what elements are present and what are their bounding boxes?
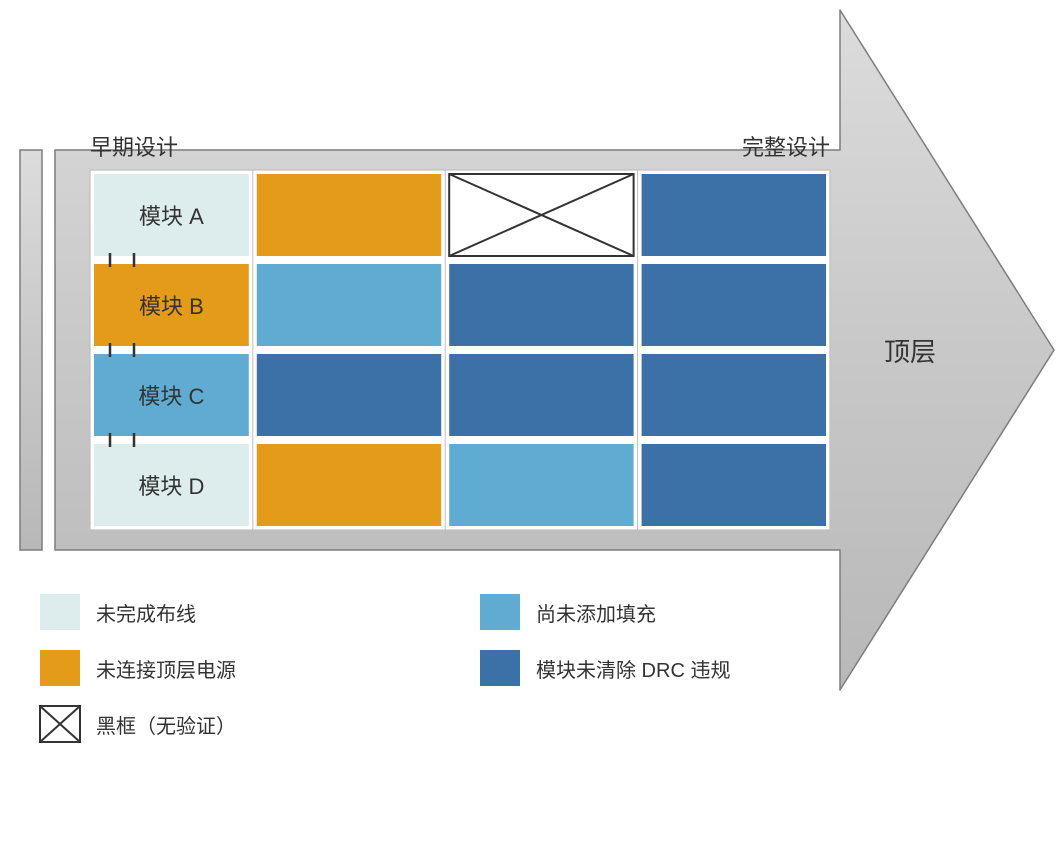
row-label-3: 模块 D: [94, 444, 249, 526]
legend-pale: 未完成布线: [96, 594, 196, 630]
legend-orange: 未连接顶层电源: [96, 650, 236, 686]
cell-r1-c2: [449, 264, 633, 346]
cell-r2-c1: [257, 354, 441, 436]
diagram-canvas: 模块 A模块 B模块 C模块 D 早期设计 完整设计顶层未完成布线未连接顶层电源黑框…: [0, 0, 1064, 846]
cell-r0-c1: [257, 174, 441, 256]
cell-r3-c2: [449, 444, 633, 526]
row-label-1: 模块 B: [94, 264, 249, 346]
row-label-0: 模块 A: [94, 174, 249, 256]
legend-blackbox: 黑框（无验证）: [96, 706, 236, 742]
cell-r1-c3: [642, 264, 826, 346]
legend-blue: 模块未清除 DRC 违规: [536, 650, 730, 686]
axis-label-right: 完整设计: [742, 130, 830, 162]
cell-r0-c3: [642, 174, 826, 256]
cell-r3-c1: [257, 444, 441, 526]
cell-r1-c1: [257, 264, 441, 346]
cell-r2-c3: [642, 354, 826, 436]
legend-lightblue: 尚未添加填充: [536, 594, 656, 630]
row-label-2: 模块 C: [94, 354, 249, 436]
cell-r2-c2: [449, 354, 633, 436]
axis-label-left: 早期设计: [90, 130, 178, 162]
toplevel-label: 顶层: [850, 320, 970, 380]
cell-r3-c3: [642, 444, 826, 526]
